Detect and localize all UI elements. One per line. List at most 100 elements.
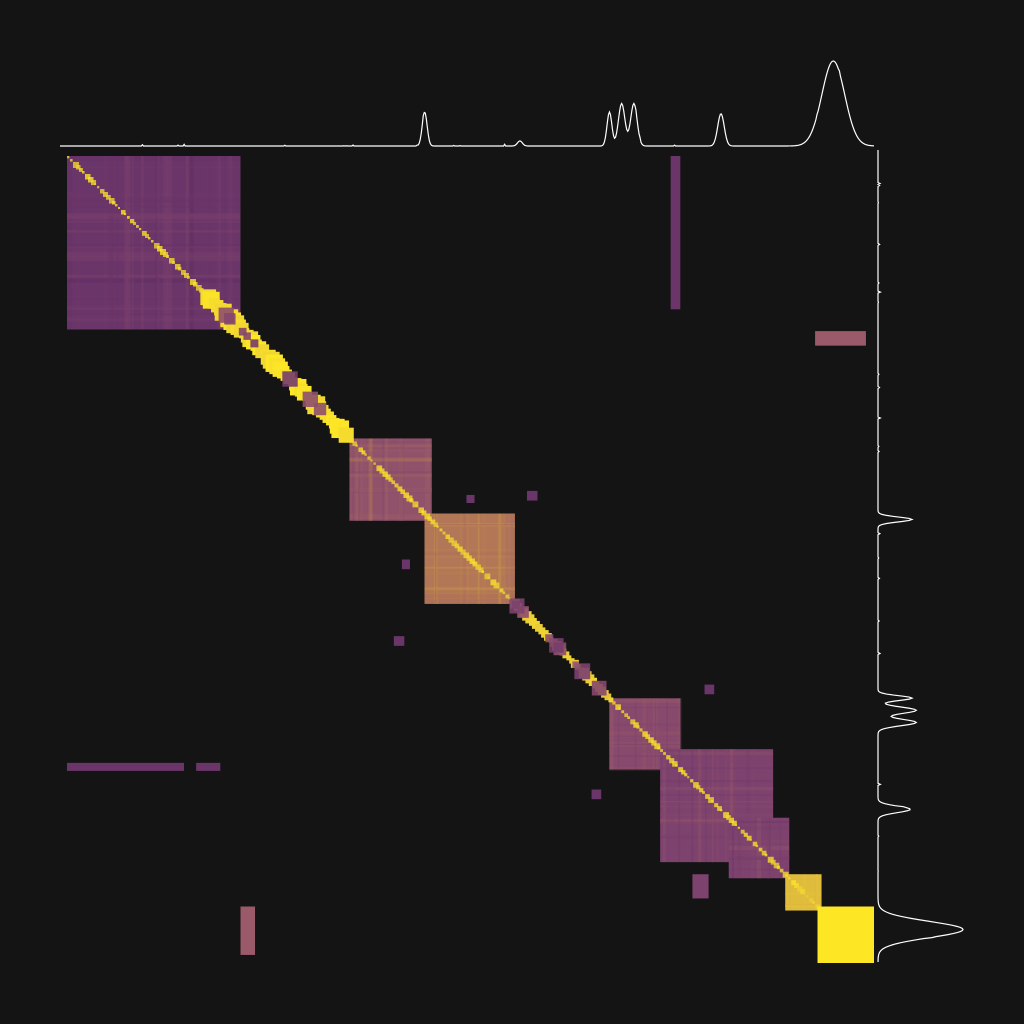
block-5-diag <box>684 773 688 777</box>
block-1-streak-v <box>207 156 209 330</box>
block-1-streak-h <box>67 196 241 202</box>
block-1-streak-v <box>185 156 189 330</box>
block-5-streak-v <box>705 749 707 863</box>
offdiagonal-patch-4 <box>196 762 221 771</box>
block-5-diag <box>669 758 675 764</box>
tad-block-8 <box>817 906 874 963</box>
block-3-streak-v <box>505 513 508 604</box>
block-5-streak-v <box>697 749 702 863</box>
block-4-streak-h <box>609 766 681 771</box>
block-5-streak-v <box>666 749 670 863</box>
block-3-streak-h <box>424 552 515 556</box>
block-5-diag <box>723 812 730 819</box>
block-1-diag <box>79 168 83 172</box>
block-5-diag <box>666 755 671 760</box>
block-5-streak-h <box>660 818 774 822</box>
block-4-diag <box>630 719 636 725</box>
block-2-diag <box>367 456 371 460</box>
block-3-diag <box>427 516 432 521</box>
block-2-streak-v <box>428 438 430 521</box>
block-4-streak-h <box>609 741 681 747</box>
block-1-streak-v <box>167 156 172 330</box>
block-8-fill <box>817 906 874 963</box>
block-1-diag <box>133 222 137 226</box>
diagonal-segment-2 <box>566 655 572 661</box>
block-2-diag <box>415 504 418 507</box>
block-1-diag <box>115 204 118 207</box>
block-7-streak-h <box>785 903 822 907</box>
right-marginal-line <box>876 150 964 963</box>
block-4-streak-h <box>609 749 681 754</box>
block-7-diag <box>788 877 791 880</box>
tad-block-1 <box>67 156 241 330</box>
top-marginal-line <box>60 60 875 147</box>
block-1-streak-h <box>67 297 241 300</box>
block-1-streak-h <box>67 308 241 310</box>
block-2-streak-v <box>382 438 385 521</box>
block-2-diag <box>355 444 358 447</box>
block-4-diag <box>639 728 643 732</box>
block-5-streak-h <box>660 780 774 783</box>
block-1-streak-v <box>124 156 129 330</box>
offdiagonal-patch-8 <box>393 636 405 646</box>
block-6-diag <box>752 841 758 847</box>
block-1-streak-h <box>67 316 241 320</box>
block-5-streak-h <box>660 820 774 825</box>
block-5-streak-h <box>660 801 774 804</box>
diagonal-subblock <box>572 661 579 668</box>
block-6-streak-h <box>728 855 790 861</box>
block-5-diag <box>714 803 719 808</box>
block-2-streak-v <box>355 438 360 521</box>
block-1-streak-h <box>67 296 241 298</box>
block-5-streak-h <box>660 786 774 791</box>
block-2-diag <box>358 447 364 453</box>
block-3-streak-h <box>424 596 515 598</box>
diagonal-subblock <box>545 634 554 643</box>
block-5-diag <box>708 797 714 803</box>
block-1-diag <box>76 165 81 170</box>
block-3-diag <box>505 594 510 599</box>
block-2-streak-h <box>349 444 432 449</box>
block-3-streak-h <box>424 592 515 595</box>
block-4-streak-h <box>609 723 681 726</box>
block-1-streak-v <box>126 156 131 330</box>
block-5-diag <box>675 764 678 767</box>
block-1-streak-h <box>67 192 241 197</box>
block-3-diag <box>448 537 454 543</box>
block-1-diag <box>127 216 130 219</box>
block-3-diag <box>502 591 506 595</box>
block-6-streak-h <box>728 868 790 871</box>
diagonal-subblock <box>509 598 525 614</box>
block-1-streak-h <box>67 319 241 322</box>
block-4-diag <box>615 704 621 710</box>
block-1-streak-v <box>189 156 194 330</box>
block-4-streak-h <box>609 736 681 740</box>
block-2-streak-v <box>352 438 355 521</box>
block-4-diag <box>648 737 654 743</box>
block-1-streak-v <box>163 156 168 330</box>
block-2-streak-v <box>424 438 430 521</box>
block-7-diag <box>809 898 814 903</box>
block-1-streak-v <box>155 156 158 330</box>
block-2-diag <box>352 441 357 446</box>
block-2-diag <box>421 510 427 516</box>
block-3-streak-h <box>424 587 515 591</box>
block-6-streak-h <box>728 858 790 860</box>
diagonal-subblock <box>250 339 259 348</box>
block-2-streak-h <box>349 488 432 494</box>
block-2-streak-h <box>349 449 432 452</box>
diagonal-segment-2 <box>604 693 612 701</box>
block-3-diag <box>442 531 446 535</box>
block-5-diag <box>660 749 663 752</box>
block-6-diag <box>767 856 774 863</box>
block-5-streak-v <box>729 749 733 863</box>
block-3-streak-h <box>424 566 515 569</box>
block-3-diag <box>475 564 481 570</box>
block-7-diag <box>794 883 799 888</box>
block-1-diag <box>175 264 181 270</box>
block-1-streak-h <box>67 166 241 169</box>
block-5-diag <box>663 752 666 755</box>
block-1-diag <box>103 192 108 197</box>
block-1-streak-h <box>67 199 241 203</box>
block-3-diag <box>487 576 490 579</box>
